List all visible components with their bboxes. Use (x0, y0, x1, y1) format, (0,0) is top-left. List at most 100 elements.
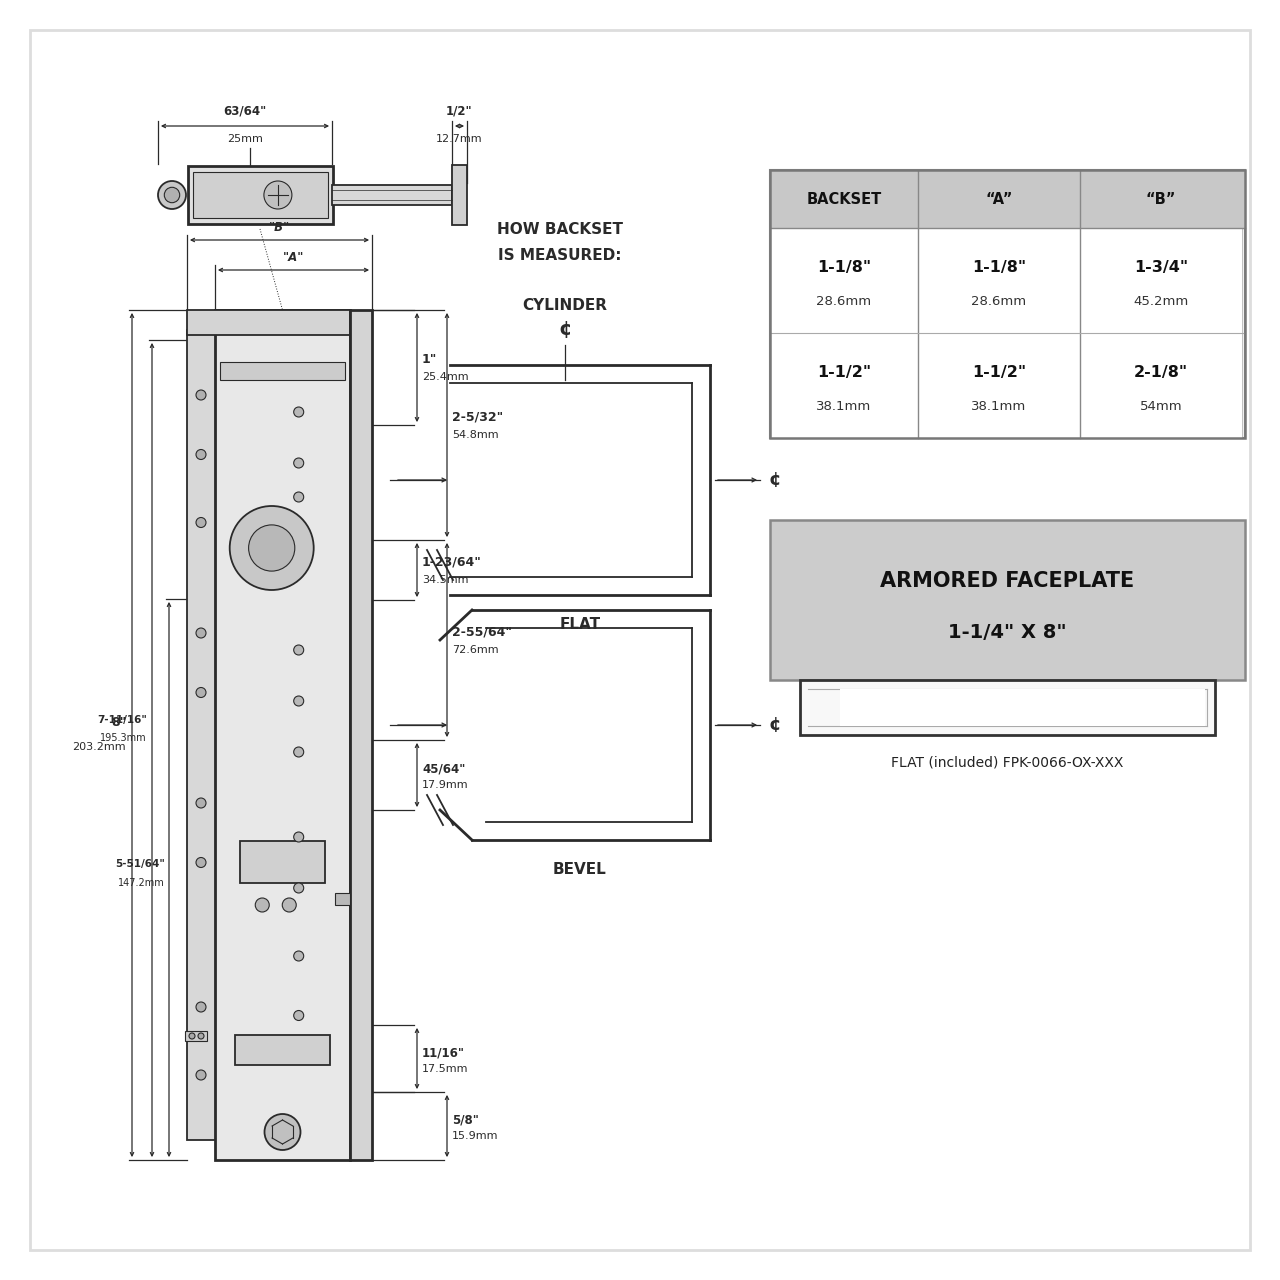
Bar (771, 520, 1245, 680)
Text: IS MEASURED:: IS MEASURED: (498, 247, 622, 262)
Circle shape (264, 180, 292, 209)
Text: 45/64": 45/64" (422, 763, 466, 776)
Circle shape (293, 492, 303, 502)
Circle shape (196, 687, 206, 698)
Bar (800, 680, 1215, 735)
Circle shape (265, 1114, 301, 1149)
Bar (771, 170, 1245, 228)
Text: 1-1/4" X 8": 1-1/4" X 8" (948, 622, 1066, 641)
Bar (771, 333, 918, 438)
Text: 1-1/8": 1-1/8" (972, 260, 1027, 275)
Text: ARMORED FACEPLATE: ARMORED FACEPLATE (881, 571, 1134, 591)
Bar (1080, 228, 1242, 333)
Text: 2-1/8": 2-1/8" (1134, 365, 1188, 380)
Text: 1": 1" (422, 353, 438, 366)
Text: "B": "B" (269, 221, 291, 234)
Text: ¢: ¢ (768, 716, 781, 733)
Circle shape (196, 449, 206, 460)
Bar (236, 1034, 330, 1065)
Bar (1080, 333, 1242, 438)
Bar (187, 310, 349, 335)
Circle shape (196, 1002, 206, 1012)
Text: 7-11/16": 7-11/16" (97, 716, 147, 724)
Bar (771, 170, 1245, 438)
Text: ¢: ¢ (768, 471, 781, 489)
Bar (918, 333, 1080, 438)
Text: 1-1/2": 1-1/2" (972, 365, 1027, 380)
Text: 1-1/2": 1-1/2" (817, 365, 872, 380)
Circle shape (196, 858, 206, 868)
Text: 1-1/8": 1-1/8" (817, 260, 872, 275)
Text: CYLINDER: CYLINDER (522, 297, 608, 312)
Text: "A": "A" (283, 251, 305, 264)
Bar (186, 1030, 207, 1041)
Text: 45.2mm: 45.2mm (1133, 294, 1189, 308)
Text: 2-5/32": 2-5/32" (452, 411, 503, 424)
Text: 17.5mm: 17.5mm (422, 1064, 468, 1074)
Text: 1-23/64": 1-23/64" (422, 556, 481, 568)
Circle shape (157, 180, 186, 209)
Text: FLAT: FLAT (559, 617, 600, 632)
Circle shape (196, 628, 206, 637)
Text: BACKSET: BACKSET (806, 192, 882, 206)
Circle shape (283, 899, 296, 911)
Text: 38.1mm: 38.1mm (817, 399, 872, 413)
Circle shape (293, 1010, 303, 1020)
Bar (220, 362, 346, 380)
Bar (241, 841, 325, 882)
Text: 38.1mm: 38.1mm (972, 399, 1027, 413)
Text: ¢: ¢ (558, 320, 572, 339)
Text: 147.2mm: 147.2mm (118, 878, 165, 888)
Text: 34.5mm: 34.5mm (422, 575, 468, 585)
Circle shape (196, 390, 206, 399)
Text: 1/2": 1/2" (445, 105, 472, 118)
Text: 1-3/4": 1-3/4" (1134, 260, 1188, 275)
Text: 17.9mm: 17.9mm (422, 780, 468, 790)
Text: 12.7mm: 12.7mm (435, 134, 483, 143)
Text: “B”: “B” (1146, 192, 1176, 206)
Circle shape (293, 748, 303, 756)
Bar (193, 172, 328, 218)
Text: 15.9mm: 15.9mm (452, 1132, 498, 1140)
Text: “A”: “A” (986, 192, 1012, 206)
Text: 28.6mm: 28.6mm (817, 294, 872, 308)
Bar (771, 170, 1245, 438)
Circle shape (293, 696, 303, 707)
Bar (771, 228, 918, 333)
Text: 8": 8" (111, 717, 125, 730)
Circle shape (293, 883, 303, 893)
Bar (335, 893, 349, 905)
Text: 5-51/64": 5-51/64" (115, 859, 165, 869)
Circle shape (196, 517, 206, 527)
Bar (188, 166, 333, 224)
Text: 25mm: 25mm (227, 134, 262, 143)
Text: 54mm: 54mm (1139, 399, 1183, 413)
Text: 5/8": 5/8" (452, 1114, 479, 1126)
Text: 11/16": 11/16" (422, 1046, 465, 1059)
Circle shape (255, 899, 269, 911)
Text: 195.3mm: 195.3mm (100, 733, 147, 742)
Circle shape (293, 951, 303, 961)
Bar (452, 165, 467, 225)
Circle shape (293, 407, 303, 417)
Circle shape (293, 832, 303, 842)
Text: HOW BACKSET: HOW BACKSET (497, 223, 623, 238)
Text: 54.8mm: 54.8mm (452, 430, 499, 440)
Text: 2-55/64": 2-55/64" (452, 626, 512, 639)
Text: 63/64": 63/64" (224, 105, 266, 118)
Text: 25.4mm: 25.4mm (422, 372, 468, 383)
Bar (187, 330, 215, 1140)
Circle shape (164, 187, 179, 202)
Text: 28.6mm: 28.6mm (972, 294, 1027, 308)
Text: 72.6mm: 72.6mm (452, 645, 499, 655)
Bar (215, 310, 349, 1160)
Circle shape (248, 525, 294, 571)
Text: FLAT (included) FPK-0066-OX-XXX: FLAT (included) FPK-0066-OX-XXX (891, 755, 1124, 769)
Text: BEVEL: BEVEL (553, 861, 607, 877)
Circle shape (293, 645, 303, 655)
Bar (918, 228, 1080, 333)
Bar (349, 310, 372, 1160)
Text: 203.2mm: 203.2mm (73, 742, 125, 751)
Circle shape (198, 1033, 204, 1039)
Circle shape (229, 506, 314, 590)
